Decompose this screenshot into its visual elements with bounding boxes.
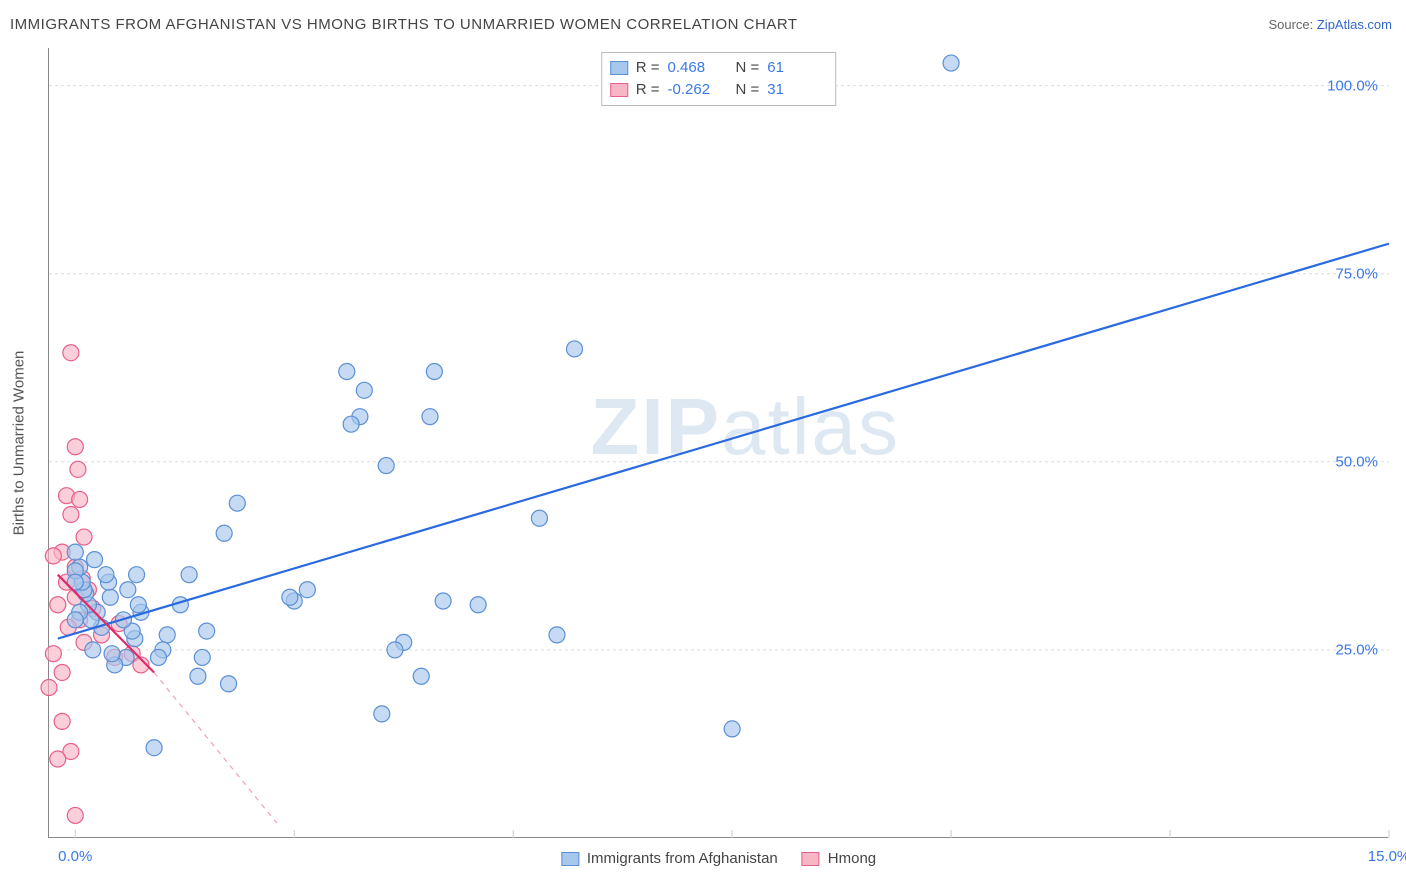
- afghanistan-point: [549, 627, 565, 643]
- legend-item-hmong: Hmong: [802, 850, 876, 867]
- x-tick-label: 15.0%: [1368, 848, 1406, 865]
- afghanistan-point: [378, 458, 394, 474]
- y-tick-label: 50.0%: [1335, 453, 1378, 470]
- afghanistan-point: [724, 721, 740, 737]
- afghanistan-point: [85, 642, 101, 658]
- afghanistan-point: [221, 676, 237, 692]
- afghanistan-point: [282, 589, 298, 605]
- legend-label-hmong: Hmong: [828, 850, 876, 867]
- hmong-point: [45, 646, 61, 662]
- hmong-point: [76, 529, 92, 545]
- legend-R-hmong: -0.262: [668, 79, 728, 101]
- legend-swatch-afghanistan: [561, 852, 579, 866]
- afghanistan-point: [435, 593, 451, 609]
- afghanistan-point: [356, 382, 372, 398]
- afghanistan-point: [387, 642, 403, 658]
- legend-row-hmong: R = -0.262 N = 31: [610, 79, 828, 101]
- legend-correlation-box: R = 0.468 N = 61 R = -0.262 N = 31: [601, 52, 837, 106]
- afghanistan-point: [181, 567, 197, 583]
- afghanistan-point: [339, 364, 355, 380]
- legend-swatch-afghanistan: [610, 61, 628, 75]
- legend-N-label: N =: [736, 79, 760, 101]
- y-tick-label: 75.0%: [1335, 265, 1378, 282]
- chart-source: Source: ZipAtlas.com: [1268, 17, 1392, 32]
- afghanistan-point: [150, 649, 166, 665]
- afghanistan-point: [120, 582, 136, 598]
- hmong-point: [67, 439, 83, 455]
- afghanistan-point: [146, 740, 162, 756]
- plot-svg: [49, 48, 1388, 837]
- afghanistan-point: [229, 495, 245, 511]
- afghanistan-point: [199, 623, 215, 639]
- afghanistan-point: [470, 597, 486, 613]
- legend-swatch-hmong: [802, 852, 820, 866]
- hmong-point: [54, 713, 70, 729]
- legend-series: Immigrants from Afghanistan Hmong: [561, 850, 876, 867]
- hmong-point: [45, 548, 61, 564]
- source-label: Source:: [1268, 17, 1316, 32]
- y-axis-title: Births to Unmarried Women: [11, 350, 28, 535]
- legend-R-label: R =: [636, 57, 660, 79]
- trendline-afghanistan: [58, 244, 1389, 639]
- hmong-point: [54, 664, 70, 680]
- hmong-point: [41, 680, 57, 696]
- afghanistan-point: [98, 567, 114, 583]
- afghanistan-point: [190, 668, 206, 684]
- x-tick-label: 0.0%: [58, 848, 92, 865]
- afghanistan-point: [413, 668, 429, 684]
- afghanistan-point: [102, 589, 118, 605]
- afghanistan-point: [194, 649, 210, 665]
- afghanistan-point: [343, 416, 359, 432]
- legend-swatch-hmong: [610, 83, 628, 97]
- legend-item-afghanistan: Immigrants from Afghanistan: [561, 850, 778, 867]
- y-tick-label: 100.0%: [1327, 77, 1378, 94]
- legend-R-afghanistan: 0.468: [668, 57, 728, 79]
- afghanistan-point: [87, 552, 103, 568]
- afghanistan-point: [129, 567, 145, 583]
- afghanistan-point: [426, 364, 442, 380]
- afghanistan-point: [67, 612, 83, 628]
- hmong-point: [50, 751, 66, 767]
- source-link[interactable]: ZipAtlas.com: [1317, 17, 1392, 32]
- legend-N-afghanistan: 61: [767, 57, 827, 79]
- afghanistan-point: [159, 627, 175, 643]
- afghanistan-point: [216, 525, 232, 541]
- legend-label-afghanistan: Immigrants from Afghanistan: [587, 850, 778, 867]
- afghanistan-point: [566, 341, 582, 357]
- legend-N-label: N =: [736, 57, 760, 79]
- afghanistan-point: [422, 409, 438, 425]
- chart-title: IMMIGRANTS FROM AFGHANISTAN VS HMONG BIR…: [10, 16, 798, 33]
- legend-row-afghanistan: R = 0.468 N = 61: [610, 57, 828, 79]
- afghanistan-point: [130, 597, 146, 613]
- afghanistan-point: [374, 706, 390, 722]
- afghanistan-point: [67, 544, 83, 560]
- afghanistan-point: [104, 646, 120, 662]
- afghanistan-point: [531, 510, 547, 526]
- hmong-point: [50, 597, 66, 613]
- legend-R-label: R =: [636, 79, 660, 101]
- plot-area: ZIPatlas Births to Unmarried Women R = 0…: [48, 48, 1388, 838]
- afghanistan-point: [943, 55, 959, 71]
- hmong-point: [63, 506, 79, 522]
- hmong-point: [63, 345, 79, 361]
- afghanistan-point: [299, 582, 315, 598]
- y-tick-label: 25.0%: [1335, 641, 1378, 658]
- legend-N-hmong: 31: [767, 79, 827, 101]
- hmong-point: [72, 491, 88, 507]
- hmong-point: [67, 807, 83, 823]
- chart-header: IMMIGRANTS FROM AFGHANISTAN VS HMONG BIR…: [0, 0, 1406, 40]
- trendline-hmong-extrapolated: [154, 672, 277, 822]
- hmong-point: [70, 461, 86, 477]
